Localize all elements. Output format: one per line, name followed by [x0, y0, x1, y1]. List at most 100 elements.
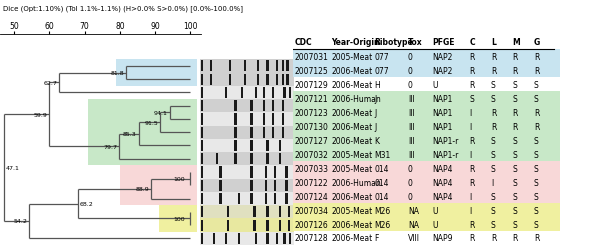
Text: VIII: VIII — [408, 234, 420, 242]
Bar — [272, 101, 274, 112]
Bar — [200, 113, 294, 126]
Bar — [250, 193, 253, 204]
Bar — [276, 61, 278, 72]
Text: 014: 014 — [374, 192, 389, 201]
Bar — [293, 203, 560, 217]
Text: Dice (Opt:1.10%) (Tol 1.1%-1.1%) (H>0.0% S>0.0%) [0.0%-100.0%]: Dice (Opt:1.10%) (Tol 1.1%-1.1%) (H>0.0%… — [3, 5, 243, 12]
Text: 077: 077 — [374, 53, 389, 62]
Text: S: S — [534, 206, 539, 215]
Bar — [235, 114, 237, 125]
Bar — [238, 233, 241, 244]
Text: U: U — [433, 80, 438, 90]
Bar — [200, 232, 294, 245]
Bar — [250, 114, 253, 125]
Text: M26: M26 — [374, 220, 391, 228]
Bar — [200, 101, 203, 112]
Text: S: S — [534, 178, 539, 187]
Bar — [293, 50, 560, 64]
Text: R: R — [491, 108, 496, 117]
Text: S: S — [491, 206, 496, 215]
Bar — [250, 140, 253, 151]
Text: I: I — [469, 206, 472, 215]
Text: R: R — [469, 136, 475, 145]
Text: 2006-Human: 2006-Human — [331, 94, 381, 104]
Text: S: S — [512, 80, 517, 90]
Text: 014: 014 — [374, 164, 389, 173]
Text: R: R — [491, 122, 496, 131]
Bar — [279, 154, 281, 165]
Bar — [235, 140, 237, 151]
Text: 79.7: 79.7 — [103, 144, 117, 149]
Text: U: U — [433, 220, 438, 228]
Bar — [293, 134, 560, 148]
Bar — [279, 206, 281, 218]
Bar — [293, 176, 560, 189]
Text: 91.5: 91.5 — [145, 120, 158, 125]
Bar — [241, 88, 244, 99]
Text: 0: 0 — [408, 192, 413, 201]
Text: 2005-Meat: 2005-Meat — [331, 53, 373, 62]
Bar — [281, 74, 284, 85]
Text: M26: M26 — [374, 206, 391, 215]
Text: 014: 014 — [374, 178, 389, 187]
Text: R: R — [534, 234, 539, 242]
Text: 2007126: 2007126 — [295, 220, 328, 228]
Text: S: S — [534, 136, 539, 145]
Text: 2007127: 2007127 — [295, 136, 328, 145]
Text: R: R — [512, 122, 518, 131]
Bar — [200, 154, 203, 165]
Bar — [289, 88, 292, 99]
Text: 2007123: 2007123 — [295, 108, 328, 117]
Bar — [215, 154, 218, 165]
Bar — [200, 86, 294, 100]
Text: J: J — [374, 108, 376, 117]
Text: R: R — [534, 67, 539, 76]
Bar — [293, 120, 560, 134]
Bar — [293, 92, 560, 106]
Bar — [274, 193, 276, 204]
Bar — [272, 114, 274, 125]
Bar — [263, 101, 265, 112]
Bar — [213, 233, 215, 244]
Bar — [293, 148, 560, 162]
Text: 2006-Meat: 2006-Meat — [331, 80, 373, 90]
Bar — [281, 114, 284, 125]
Text: 0: 0 — [408, 80, 413, 90]
Text: III: III — [408, 122, 415, 131]
Bar — [200, 139, 294, 152]
Bar — [253, 220, 256, 231]
Bar — [265, 180, 267, 191]
Bar — [200, 193, 203, 204]
Text: 2005-Meat: 2005-Meat — [331, 164, 373, 173]
Bar — [288, 206, 290, 218]
Bar — [244, 74, 246, 85]
Text: 81.8: 81.8 — [111, 71, 124, 76]
Bar — [250, 154, 253, 165]
Bar — [250, 127, 253, 138]
Bar — [266, 233, 269, 244]
Bar — [200, 126, 294, 139]
Text: 100: 100 — [173, 216, 185, 221]
Bar — [200, 167, 203, 178]
Text: CDC: CDC — [295, 38, 312, 47]
Bar — [210, 74, 212, 85]
Text: F: F — [374, 234, 379, 242]
Text: S: S — [534, 94, 539, 104]
Text: R: R — [469, 164, 475, 173]
Text: S: S — [534, 150, 539, 159]
Text: 2007130: 2007130 — [295, 122, 328, 131]
Bar — [200, 206, 203, 218]
Text: R: R — [469, 220, 475, 228]
Bar — [235, 127, 237, 138]
Bar — [265, 167, 267, 178]
Bar — [116, 60, 197, 86]
Bar — [279, 220, 281, 231]
Bar — [286, 74, 289, 85]
Text: S: S — [512, 150, 517, 159]
Bar — [289, 233, 292, 244]
Text: 2006-Meat: 2006-Meat — [331, 67, 373, 76]
Bar — [88, 100, 197, 166]
Bar — [283, 233, 286, 244]
Text: NAP2: NAP2 — [433, 67, 453, 76]
Text: NAP1-r: NAP1-r — [433, 150, 459, 159]
